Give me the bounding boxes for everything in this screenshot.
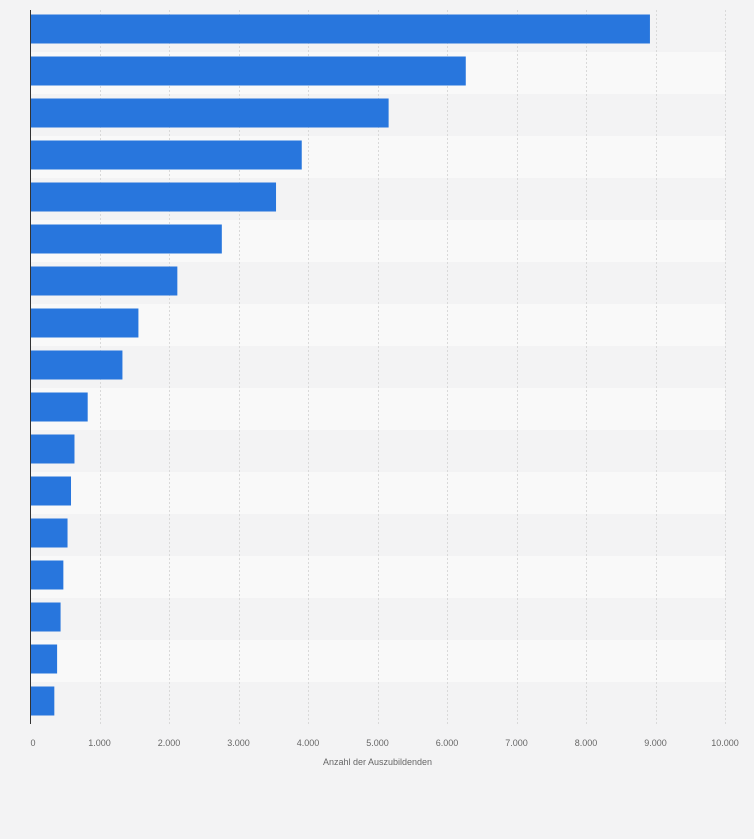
row-band: [30, 388, 725, 430]
bar[interactable]: [30, 182, 277, 212]
bar[interactable]: [30, 308, 139, 338]
bar[interactable]: [30, 476, 72, 506]
bar[interactable]: [30, 98, 389, 128]
x-tick-label: 7.000: [505, 738, 528, 748]
x-tick-label: 0: [30, 738, 35, 748]
bar[interactable]: [30, 224, 222, 254]
row-band: [30, 598, 725, 640]
x-tick-label: 10.000: [711, 738, 739, 748]
row-band: [30, 514, 725, 556]
row-band: [30, 472, 725, 514]
row-band: [30, 430, 725, 472]
row-band: [30, 346, 725, 388]
bar[interactable]: [30, 14, 650, 44]
row-band: [30, 682, 725, 724]
bar[interactable]: [30, 644, 58, 674]
row-band: [30, 640, 725, 682]
x-tick-label: 4.000: [297, 738, 320, 748]
bar[interactable]: [30, 266, 178, 296]
row-band: [30, 556, 725, 598]
bar[interactable]: [30, 56, 466, 86]
bar[interactable]: [30, 518, 68, 548]
x-tick-label: 6.000: [436, 738, 459, 748]
x-axis-ticks: 0 1.000 2.000 3.000 4.000 5.000 6.000 7.000 8.00…: [30, 738, 738, 748]
row-band: [30, 304, 725, 346]
bar[interactable]: [30, 602, 61, 632]
x-tick-label: 1.000: [88, 738, 111, 748]
x-tick-label: 3.000: [227, 738, 250, 748]
x-axis-title: Anzahl der Auszubildenden: [323, 757, 432, 767]
bars: [30, 14, 650, 716]
bar[interactable]: [30, 434, 75, 464]
bar[interactable]: [30, 686, 55, 716]
x-tick-label: 5.000: [366, 738, 389, 748]
x-tick-label: 9.000: [644, 738, 667, 748]
x-tick-label: 8.000: [575, 738, 598, 748]
x-tick-label: 2.000: [158, 738, 181, 748]
bar[interactable]: [30, 140, 302, 170]
bar[interactable]: [30, 392, 88, 422]
bar[interactable]: [30, 560, 64, 590]
bar[interactable]: [30, 350, 123, 380]
